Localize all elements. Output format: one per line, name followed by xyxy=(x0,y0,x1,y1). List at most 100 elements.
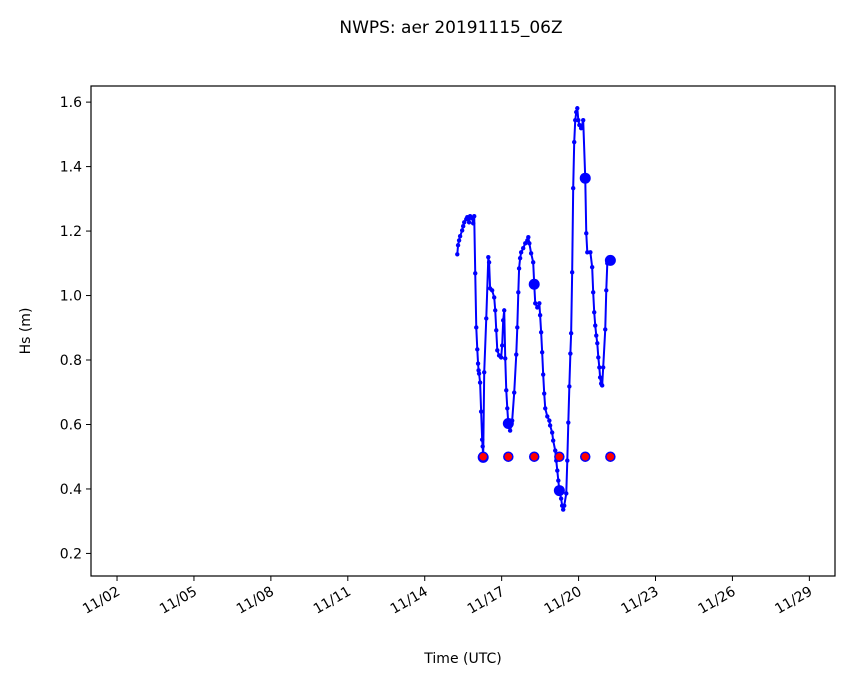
data-point xyxy=(503,356,508,361)
data-point xyxy=(492,295,497,300)
daily-marker xyxy=(502,418,514,430)
data-point xyxy=(455,243,461,248)
data-point xyxy=(584,231,589,236)
daily-marker xyxy=(604,254,616,266)
data-point xyxy=(515,325,520,330)
data-point xyxy=(527,241,532,246)
data-point xyxy=(533,301,538,306)
x-axis-label: Time (UTC) xyxy=(423,651,501,667)
data-point xyxy=(600,365,606,370)
daily-marker xyxy=(579,172,591,184)
data-point xyxy=(578,126,584,131)
data-point xyxy=(568,351,573,356)
data-point xyxy=(517,255,523,261)
data-point xyxy=(482,370,487,375)
data-point xyxy=(512,390,517,395)
y-tick-label: 0.4 xyxy=(60,482,82,498)
data-point xyxy=(505,406,510,411)
reference-marker xyxy=(528,451,540,462)
data-point xyxy=(498,355,504,360)
data-point xyxy=(504,388,509,393)
data-point xyxy=(456,238,462,243)
data-point xyxy=(547,418,552,423)
data-point xyxy=(493,308,498,313)
data-point xyxy=(484,316,489,321)
data-point xyxy=(475,347,480,352)
data-point xyxy=(462,220,467,225)
x-tick-label: 11/08 xyxy=(234,584,277,618)
reference-marker xyxy=(503,451,514,462)
data-point xyxy=(473,271,478,276)
data-point xyxy=(585,250,590,255)
data-point xyxy=(549,430,555,435)
y-tick-label: 1.6 xyxy=(60,95,82,111)
data-point xyxy=(595,341,600,346)
data-point xyxy=(560,507,566,512)
data-point xyxy=(457,234,463,239)
x-tick-label: 11/02 xyxy=(80,584,123,618)
data-point xyxy=(597,365,602,370)
data-point xyxy=(599,383,605,388)
data-point xyxy=(547,423,553,428)
data-point xyxy=(526,234,531,240)
data-point xyxy=(540,372,546,377)
x-tick-label: 11/20 xyxy=(542,584,585,618)
data-point xyxy=(596,355,601,360)
data-point xyxy=(567,384,572,389)
daily-marker xyxy=(553,485,565,497)
data-point xyxy=(542,391,547,396)
data-point xyxy=(514,352,519,357)
data-point xyxy=(576,117,581,123)
data-point xyxy=(594,333,599,338)
data-point xyxy=(486,254,491,260)
data-point xyxy=(573,117,578,123)
data-point xyxy=(472,214,477,219)
data-point xyxy=(588,250,593,255)
data-point xyxy=(470,221,476,226)
data-point xyxy=(479,437,485,442)
data-point xyxy=(528,251,534,256)
data-point xyxy=(564,491,569,496)
data-point xyxy=(589,264,595,270)
data-point xyxy=(592,310,597,315)
data-point xyxy=(474,325,479,330)
y-tick-label: 1.4 xyxy=(60,160,82,176)
data-point xyxy=(570,185,576,191)
data-point xyxy=(516,266,522,271)
data-point xyxy=(460,224,466,229)
data-point xyxy=(494,328,499,333)
x-tick-label: 11/14 xyxy=(388,584,431,618)
data-point xyxy=(476,368,481,373)
data-point xyxy=(575,106,580,111)
data-point xyxy=(476,371,482,376)
data-point xyxy=(518,250,524,255)
data-point xyxy=(603,327,608,332)
data-point xyxy=(459,228,465,233)
y-tick-label: 0.2 xyxy=(60,546,82,562)
data-point xyxy=(507,428,513,433)
x-tick-label: 11/26 xyxy=(695,584,738,618)
data-point xyxy=(480,444,485,449)
y-axis-label: Hs (m) xyxy=(18,308,34,355)
data-point xyxy=(495,348,500,353)
data-point xyxy=(556,478,561,483)
x-tick-label: 11/23 xyxy=(619,584,662,618)
data-point xyxy=(535,305,540,310)
data-point xyxy=(520,245,526,251)
data-point xyxy=(466,220,472,225)
data-point xyxy=(562,503,567,508)
daily-marker xyxy=(528,278,540,290)
reference-marker xyxy=(579,451,591,462)
data-point xyxy=(545,414,550,419)
data-point xyxy=(572,139,577,145)
chart-title: NWPS: aer 20191115_06Z xyxy=(339,18,562,38)
data-point xyxy=(550,438,556,443)
data-point xyxy=(553,448,558,453)
data-point xyxy=(455,252,460,257)
data-point xyxy=(568,331,574,336)
data-point xyxy=(569,270,575,275)
data-point xyxy=(593,323,598,328)
data-point xyxy=(604,288,609,293)
data-point xyxy=(475,361,481,366)
